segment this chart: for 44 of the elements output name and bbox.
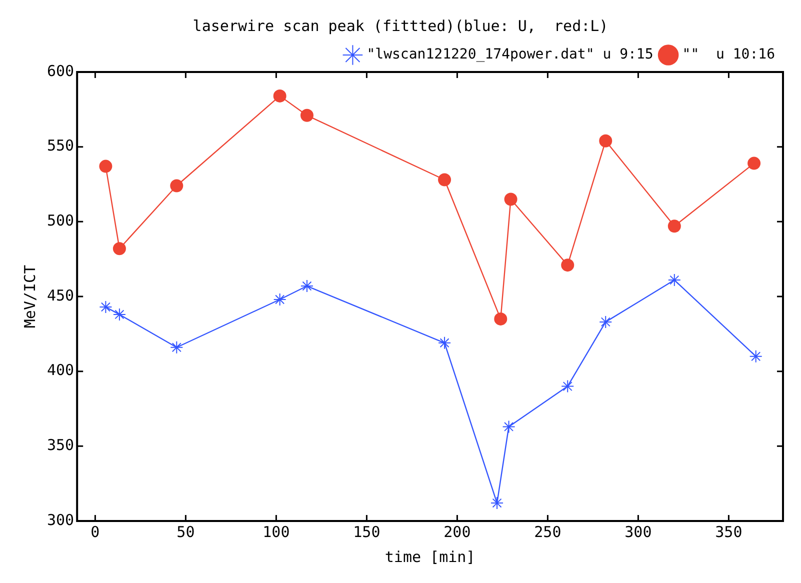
y-axis-title: MeV/ICT bbox=[20, 264, 39, 328]
point bbox=[170, 340, 184, 354]
point bbox=[668, 220, 681, 233]
x-tick-label: 150 bbox=[353, 522, 380, 541]
y-tick-label: 500 bbox=[47, 212, 74, 230]
legend-label: "" u 10:16 bbox=[682, 46, 776, 63]
point bbox=[170, 179, 184, 192]
point bbox=[273, 292, 286, 306]
point bbox=[561, 380, 574, 393]
point bbox=[494, 312, 508, 326]
point bbox=[502, 420, 516, 434]
y-tick-label: 600 bbox=[47, 62, 74, 80]
point bbox=[99, 300, 112, 314]
y-tick-label: 550 bbox=[47, 136, 74, 155]
point bbox=[300, 280, 314, 293]
x-tick-label: 200 bbox=[444, 522, 471, 541]
point bbox=[504, 192, 518, 206]
x-tick-label: 0 bbox=[90, 522, 100, 541]
x-tick-label: 300 bbox=[624, 522, 652, 541]
y-tick-label: 400 bbox=[47, 361, 74, 380]
y-tick-label: 350 bbox=[47, 436, 74, 454]
point bbox=[490, 496, 504, 510]
point bbox=[668, 274, 681, 287]
point bbox=[749, 350, 762, 363]
x-tick-label: 100 bbox=[262, 522, 290, 541]
y-tick-label: 450 bbox=[47, 286, 74, 304]
point bbox=[599, 134, 612, 148]
point bbox=[748, 156, 761, 170]
point bbox=[112, 308, 126, 321]
x-tick-label: 350 bbox=[715, 522, 742, 541]
chart-title: laserwire scan peak (fittted)(blue: U, red:L) bbox=[192, 16, 608, 35]
point bbox=[438, 336, 452, 350]
y-tick-label: 300 bbox=[47, 510, 74, 529]
point bbox=[273, 89, 286, 102]
point bbox=[561, 258, 574, 272]
point bbox=[112, 242, 126, 256]
x-tick-label: 50 bbox=[176, 522, 195, 541]
point bbox=[599, 315, 612, 328]
point bbox=[438, 173, 452, 186]
point bbox=[300, 108, 314, 122]
point bbox=[99, 160, 112, 173]
x-tick-label: 250 bbox=[534, 522, 562, 541]
x-axis-title: time [min] bbox=[384, 548, 476, 566]
legend-label: "lwscan121220_174power.dat" u 9:15 bbox=[366, 46, 654, 63]
